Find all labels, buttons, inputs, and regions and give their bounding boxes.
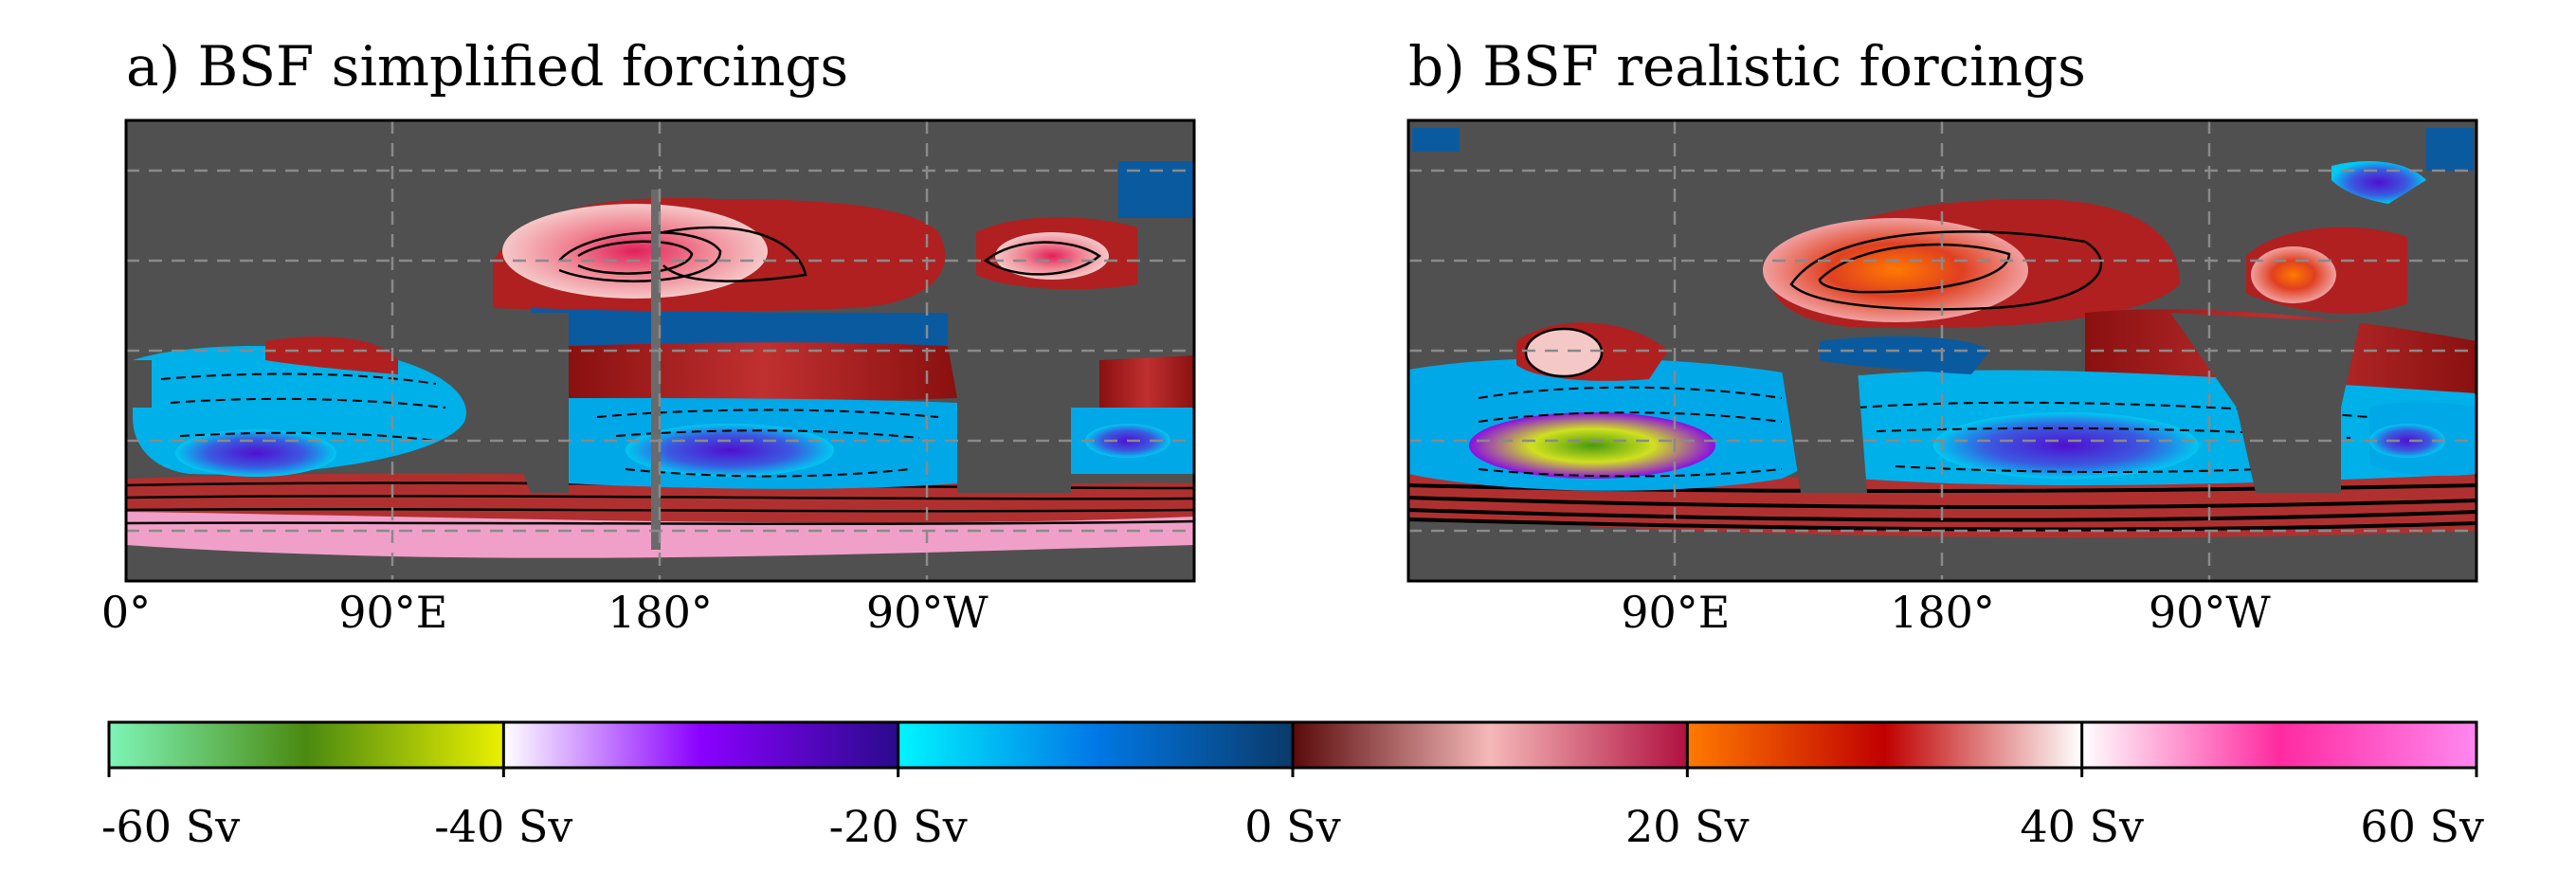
panel-b-grid xyxy=(1408,120,2476,581)
colorbar-ticks: -60 Sv -40 Sv -20 Sv 0 Sv 20 Sv 40 Sv 60 Sv xyxy=(101,722,2484,852)
panel-b-indian-core xyxy=(1469,412,1715,479)
colorbar-segment-5 xyxy=(2081,722,2476,768)
panel-b-title: b) BSF realistic forcings xyxy=(1408,34,2086,99)
panel-a-grid xyxy=(126,120,1194,581)
panel-a-x-ticks: 0° 90°E 180° 90°W xyxy=(101,587,989,638)
colorbar-tick-label-4: 20 Sv xyxy=(1625,801,1750,852)
colorbar-tick-label-1: -40 Sv xyxy=(434,801,572,852)
panel-a-north-pacific-core xyxy=(502,204,768,299)
colorbar-tick-label-6: 60 Sv xyxy=(2360,801,2484,852)
panel-b: b) BSF realistic forcings xyxy=(1406,34,2478,638)
panel-a-x-tick-0: 0° xyxy=(101,587,151,638)
panel-b-x-tick-1: 180° xyxy=(1890,587,1995,638)
panel-b-x-tick-0: 90°E xyxy=(1621,587,1730,638)
panel-b-x-ticks: 90°E 180° 90°W xyxy=(1621,587,2271,638)
colorbar-segments xyxy=(109,722,2476,768)
colorbar-segment-0 xyxy=(109,722,504,768)
colorbar-segment-2 xyxy=(898,722,1293,768)
colorbar-segment-3 xyxy=(1293,722,1688,768)
panel-a-title: a) BSF simplified forcings xyxy=(126,34,848,99)
panel-a-red-band xyxy=(569,342,957,402)
colorbar-tick-label-5: 40 Sv xyxy=(2020,801,2144,852)
colorbar: -60 Sv -40 Sv -20 Sv 0 Sv 20 Sv 40 Sv 60 Sv xyxy=(101,720,2484,852)
colorbar-tick-label-0: -60 Sv xyxy=(101,801,240,852)
panel-a: a) BSF simplified forcings xyxy=(101,34,1196,638)
colorbar-segment-4 xyxy=(1687,722,2082,768)
panel-a-frame xyxy=(124,118,1196,583)
panel-b-north-pacific-core xyxy=(1763,218,2028,322)
colorbar-segment-1 xyxy=(503,722,898,768)
colorbar-tick-label-2: -20 Sv xyxy=(829,801,968,852)
panel-a-x-tick-2: 180° xyxy=(608,587,713,638)
panel-b-frame xyxy=(1406,118,2478,583)
panel-b-x-tick-2: 90°W xyxy=(2149,587,2272,638)
colorbar-tick-label-3: 0 Sv xyxy=(1244,801,1340,852)
panel-a-x-tick-1: 90°E xyxy=(338,587,447,638)
panel-a-x-tick-3: 90°W xyxy=(866,587,989,638)
